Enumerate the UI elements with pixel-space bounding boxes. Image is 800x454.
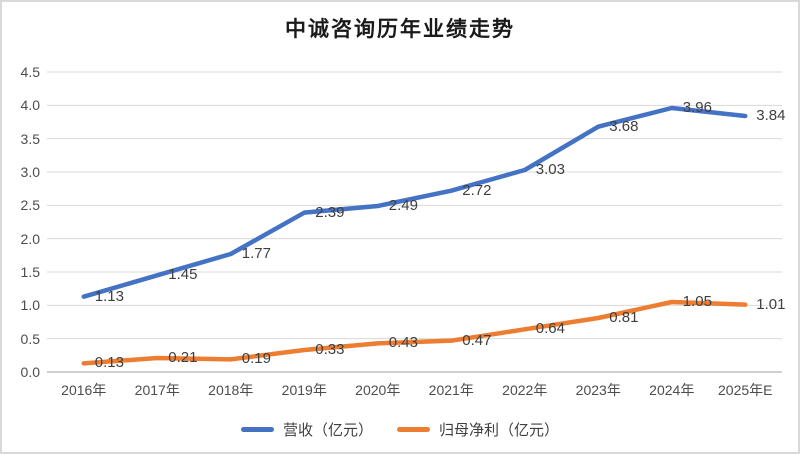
- data-label: 1.45: [168, 266, 198, 284]
- data-label: 0.21: [168, 349, 198, 366]
- data-label: 3.84: [756, 107, 786, 124]
- data-label: 3.96: [682, 99, 712, 116]
- legend-label-netprofit: 归母净利（亿元）: [439, 422, 560, 439]
- data-label: 1.01: [756, 295, 786, 313]
- data-label: 0.13: [94, 354, 124, 372]
- series-line-1: [81, 299, 748, 366]
- data-label: 0.81: [609, 309, 639, 326]
- x-tick-label: 2025年E: [718, 382, 773, 398]
- data-label: 3.68: [609, 117, 639, 135]
- data-label: 2.49: [388, 197, 418, 214]
- data-label: 2.39: [315, 203, 345, 221]
- y-tick-label: 1.0: [20, 297, 40, 314]
- y-tick-label: 3.5: [20, 130, 40, 147]
- y-tick-label: 0.5: [20, 330, 40, 347]
- x-tick-label: 2018年: [208, 382, 254, 398]
- y-tick-label: 0.0: [20, 364, 40, 380]
- revenue-line-swatch-icon: [240, 427, 274, 432]
- x-tick-label: 2024年: [649, 382, 695, 398]
- y-tick-label: 4.0: [20, 97, 40, 114]
- x-tick-label: 2019年: [281, 382, 327, 398]
- y-tick-label: 2.0: [20, 230, 40, 247]
- data-label: 0.19: [241, 350, 271, 368]
- data-label: 0.43: [388, 334, 418, 352]
- legend-item-revenue: 营收（亿元）: [240, 419, 373, 440]
- data-label: 2.72: [462, 181, 492, 199]
- data-label: 1.05: [682, 293, 712, 310]
- y-tick-label: 4.5: [20, 64, 40, 80]
- chart-title: 中诚咨询历年业绩走势: [285, 16, 515, 41]
- x-tick-label: 2016年: [61, 382, 107, 398]
- x-tick-label: 2021年: [428, 382, 474, 398]
- data-label: 0.47: [462, 331, 492, 349]
- data-label: 1.77: [241, 245, 271, 262]
- x-tick-label: 2017年: [134, 382, 180, 398]
- y-tick-label: 2.5: [20, 197, 40, 214]
- y-tick-label: 3.0: [20, 164, 40, 180]
- netprofit-line-swatch-icon: [397, 427, 430, 432]
- series-line-0: [81, 105, 748, 299]
- data-label: 3.03: [535, 161, 565, 178]
- data-label: 0.64: [535, 320, 565, 338]
- data-label: 0.33: [315, 341, 345, 358]
- y-tick-label: 1.5: [20, 264, 40, 280]
- data-label: 1.13: [94, 287, 124, 305]
- x-tick-label: 2023年: [575, 382, 621, 398]
- x-tick-label: 2022年: [502, 382, 548, 398]
- legend-label-revenue: 营收（亿元）: [282, 422, 373, 439]
- legend-item-netprofit: 归母净利（亿元）: [397, 419, 559, 440]
- chart-legend: 营收（亿元） 归母净利（亿元）: [2, 419, 798, 440]
- x-tick-label: 2020年: [355, 382, 401, 398]
